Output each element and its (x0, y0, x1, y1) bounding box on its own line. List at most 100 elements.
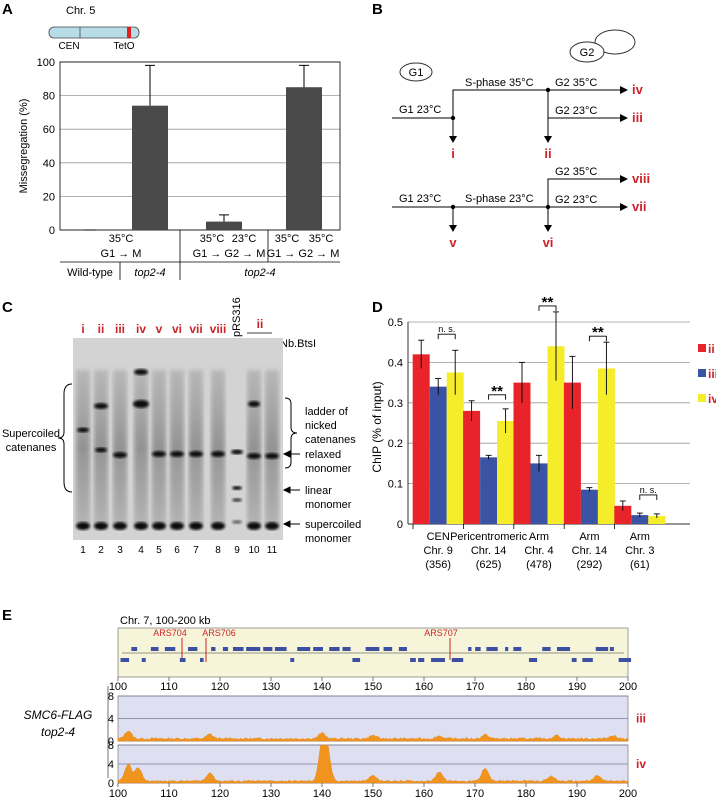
c-right-linear-1: linear (305, 485, 332, 497)
e-top-tick-label: 200 (619, 681, 637, 693)
e-gene-feature (141, 658, 146, 662)
c-header-ii-right: ii (257, 317, 264, 331)
e-gene-feature (418, 658, 425, 662)
gel-band-catenane (134, 369, 148, 375)
e-gene-feature (222, 647, 229, 651)
a-cond-temp-4: 35°C (275, 233, 300, 245)
b-top-g2a: G2 35°C (555, 77, 597, 89)
panel-a-label: A (2, 1, 13, 18)
d-ylabel: ChIP (% of input) (370, 381, 384, 472)
d-legend-label: iii (708, 367, 716, 381)
ars707-label: ARS707 (424, 628, 458, 638)
b-bot-g2a: G2 35°C (555, 166, 597, 178)
c-right-ladder-2: nicked (305, 420, 337, 432)
scheme-top (392, 89, 625, 138)
c-lane-header-vi: vi (172, 322, 182, 336)
c-right-sc-2: monomer (305, 533, 352, 545)
scheme-bottom (392, 178, 625, 227)
a-cond-phase-2: G1 → G2 → M (193, 248, 266, 260)
gel-lane-smear (152, 370, 166, 525)
e-top-tick-label: 190 (568, 681, 586, 693)
d-significance-bracket (437, 333, 456, 340)
a-ytick-label: 40 (43, 158, 55, 170)
e-bottom-tick-label: 190 (568, 788, 586, 800)
c-enzyme-label: Nb.BtsI (280, 338, 316, 350)
b-label-iii: iii (632, 110, 643, 125)
panel-c: C i ii iii iv v vi vii viii ii pRS316 – … (2, 297, 361, 556)
a-ytick-label: 0 (49, 225, 55, 237)
a-ytick-label: 20 (43, 191, 55, 203)
e-gene-feature (571, 658, 577, 662)
d-legend-swatch (698, 394, 706, 402)
e-gene-feature (542, 647, 551, 651)
d-bar-iv (497, 420, 515, 524)
a-ylabel: Missegregation (%) (18, 99, 30, 194)
e-gene-feature (451, 658, 464, 662)
c-lane-header-vii: vii (189, 322, 202, 336)
e-genome-track (117, 627, 629, 678)
e-bottom-tick-label: 150 (364, 788, 382, 800)
d-significance-bracket (588, 335, 607, 342)
gel-band-supercoiled (113, 522, 127, 530)
d-category-label: Arm (579, 531, 599, 543)
d-legend-swatch (698, 369, 706, 377)
d-significance-label: n. s. (438, 324, 455, 334)
d-legend-swatch (698, 344, 706, 352)
a-genotype-wt: Wild-type (67, 267, 113, 279)
panel-d: D ChIP (% of input) 0 0.1 0.2 0.3 0.4 0.5 CEN C… (370, 294, 716, 571)
b-top-g1: G1 23°C (399, 104, 441, 116)
d-ytick-label: 0.3 (388, 398, 403, 410)
e-gene-feature (342, 647, 351, 651)
e-gene-feature (297, 647, 311, 651)
e-gene-feature (329, 647, 340, 651)
c-lane-header-iv: iv (136, 322, 146, 336)
e-gene-feature (528, 658, 538, 662)
gel-band-supercoiled (211, 522, 225, 530)
d-category-label: Pericentromeric (450, 531, 528, 543)
e-top-tick-label: 160 (415, 681, 433, 693)
gel-band-supercoiled (247, 522, 261, 530)
a-ytick-label: 100 (37, 57, 55, 69)
e-gene-feature (164, 647, 176, 651)
e-gene-feature (505, 647, 509, 651)
panel-e-label: E (2, 607, 12, 624)
chromosome-label: Chr. 5 (66, 5, 95, 17)
e-gene-feature (468, 647, 472, 651)
d-bar-ii (513, 382, 531, 524)
d-legend-label: ii (708, 342, 715, 356)
teto-label: TetO (113, 41, 134, 52)
e-title: Chr. 7, 100-200 kb (120, 615, 211, 627)
gel-band-supercoiled (170, 522, 184, 530)
b-label-i: i (451, 146, 455, 161)
a-cond-phase-3: G1 → G2 → M (267, 248, 340, 260)
gel-band-catenane (94, 403, 108, 409)
e-bottom-tick-label: 120 (211, 788, 229, 800)
e-gene-feature (556, 647, 571, 651)
e-gene-feature (513, 647, 522, 651)
gel-band-catenane (77, 427, 89, 433)
gel-band-supercoiled (265, 522, 279, 530)
a-condition-table: 35°C 35°C 23°C 35°C 35°C G1 → M G1 → G2 … (60, 230, 340, 280)
b-bot-sphase: S-phase 23°C (465, 193, 534, 205)
b-label-ii: ii (544, 146, 551, 161)
c-right-ladder-3: catenanes (305, 434, 356, 446)
c-lane-header-iii: iii (115, 322, 125, 336)
c-right-bracket (284, 397, 298, 469)
gel-band-relaxed (152, 451, 166, 457)
e-bottom-tick-label: 130 (262, 788, 280, 800)
chart-e: 0 4 8 iii 0 4 8 iv (108, 691, 646, 790)
d-ytick-label: 0 (397, 519, 403, 531)
e-bottom-tick-label: 110 (160, 788, 178, 800)
d-category-count: (625) (476, 559, 502, 571)
d-bar-iv (547, 346, 565, 524)
d-category-chrom: Chr. 14 (471, 545, 506, 557)
b-bot-g1: G1 23°C (399, 193, 441, 205)
gel-lane-smear (211, 370, 225, 525)
d-category-chrom: Chr. 9 (424, 545, 453, 557)
d-bar-ii (463, 410, 481, 524)
b-label-viii: viii (632, 171, 650, 186)
e-top-tick-label: 120 (211, 681, 229, 693)
e-side-label-2: top2-4 (41, 725, 75, 739)
d-significance-label: ** (542, 294, 554, 311)
e-gene-feature (410, 658, 416, 662)
